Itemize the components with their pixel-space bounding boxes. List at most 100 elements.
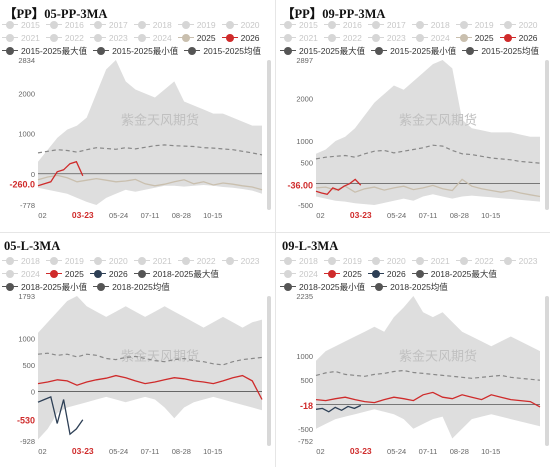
legend-item-2026[interactable]: 2026: [221, 32, 260, 43]
legend-item-2019[interactable]: 2019: [45, 256, 84, 266]
legend-label: 2021: [299, 32, 318, 43]
legend-item-2021[interactable]: 2021: [133, 256, 172, 266]
legend-marker-icon: [221, 33, 238, 42]
series-2026-line: [315, 404, 362, 413]
legend-item-2019[interactable]: 2019: [323, 256, 362, 266]
legend-item-2020[interactable]: 2020: [221, 20, 260, 30]
legend-item-2026[interactable]: 2026: [89, 269, 128, 279]
legend-label: 2021: [430, 255, 450, 266]
legend-marker-icon: [89, 256, 106, 265]
legend-label: 2026: [240, 32, 260, 43]
legend-item-2026[interactable]: 2026: [499, 33, 538, 43]
legend-item-2020[interactable]: 2020: [367, 256, 406, 266]
legend-item-2022[interactable]: 2022: [323, 33, 362, 43]
legend-item-2018[interactable]: 2018: [411, 20, 450, 30]
legend-label: 2018: [152, 19, 172, 30]
series-2026-line: [315, 178, 362, 196]
legend-item-2018-2025[interactable]: 2018-2025最大值: [411, 268, 497, 280]
legend-item-2015-2025[interactable]: 2015-2025最小值: [93, 45, 178, 57]
legend-item-2022[interactable]: 2022: [45, 33, 84, 43]
legend-label: 2016: [342, 19, 362, 30]
legend-item-2019[interactable]: 2019: [177, 20, 216, 30]
chart-plot: 紫金天风期货2897200010005000-500-36.000203-230…: [282, 56, 541, 220]
legend-label: 2018: [299, 255, 318, 266]
legend-item-2024[interactable]: 2024: [411, 33, 450, 43]
y-tick-label: 500: [300, 376, 313, 385]
legend-item-2015-2025[interactable]: 2015-2025均值: [462, 45, 539, 57]
legend-item-2018[interactable]: 2018: [133, 19, 172, 30]
legend-item-2023[interactable]: 2023: [367, 33, 406, 43]
legend-item-2020[interactable]: 2020: [499, 20, 538, 30]
y-tick-label: 500: [22, 361, 35, 370]
legend-item-2018[interactable]: 2018: [2, 256, 40, 266]
legend-label: 2015-2025均值: [203, 45, 261, 56]
legend-item-2018-2025[interactable]: 2018-2025均值: [371, 281, 448, 293]
legend-marker-icon: [133, 269, 150, 278]
legend-label: 2018-2025最大值: [430, 268, 497, 279]
legend-item-2016[interactable]: 2016: [323, 19, 362, 30]
legend-marker-icon: [323, 33, 340, 42]
legend-item-2020[interactable]: 2020: [89, 255, 128, 266]
legend-item-2022[interactable]: 2022: [177, 256, 216, 266]
legend-item-2025[interactable]: 2025: [45, 269, 84, 279]
y-tick-label: -928: [20, 437, 35, 446]
x-tick-label: 03-23: [350, 210, 372, 220]
x-tick-label: 10-15: [203, 211, 222, 220]
x-tick-label: 10-15: [481, 211, 500, 220]
scrollbar[interactable]: [545, 296, 549, 446]
legend-item-2021[interactable]: 2021: [2, 33, 40, 43]
legend-item-2025[interactable]: 2025: [455, 33, 494, 43]
legend-label: 2020: [108, 255, 128, 266]
legend-label: 2017: [386, 19, 406, 30]
range-area: [316, 296, 540, 439]
legend-item-2022[interactable]: 2022: [455, 256, 494, 266]
legend-marker-icon: [2, 256, 18, 265]
legend-label: 2019: [474, 19, 494, 30]
legend-item-2021[interactable]: 2021: [280, 33, 318, 43]
legend-item-2025[interactable]: 2025: [323, 269, 362, 279]
legend-item-2015-2025[interactable]: 2015-2025均值: [184, 45, 261, 57]
chart-panel-09-l: 09-L-3MA 2018 2019 2020 2021 2022 2023 2024 202…: [278, 236, 550, 466]
legend-item-2017[interactable]: 2017: [367, 19, 406, 30]
x-tick-label: 03-23: [350, 446, 372, 456]
legend-item-2024[interactable]: 2024: [2, 269, 40, 279]
legend-item-2018-2025[interactable]: 2018-2025最小值: [2, 281, 87, 293]
legend-row: 2024 2025 2026 2018-2025最大值: [280, 267, 548, 280]
legend-item-2025[interactable]: 2025: [177, 33, 216, 43]
legend-item-2024[interactable]: 2024: [280, 269, 318, 279]
legend-item-2015[interactable]: 2015: [280, 20, 318, 30]
legend-marker-icon: [280, 46, 296, 55]
chart-legend: 2018 2019 2020 2021 2022 2023 2024 2025 2026 2018…: [280, 254, 548, 293]
scrollbar[interactable]: [267, 60, 271, 210]
legend-item-2015-2025[interactable]: 2015-2025最大值: [280, 45, 365, 57]
legend-marker-icon: [499, 256, 516, 265]
legend-item-2017[interactable]: 2017: [89, 20, 128, 30]
legend-label: 2015-2025最大值: [299, 45, 366, 56]
legend-item-2023[interactable]: 2023: [89, 33, 128, 43]
legend-row: 2021 2022 2023 2024 2025 2026: [280, 31, 548, 44]
chart-plot: 紫金天风期货223510005000-18-500-752-180203-230…: [282, 292, 541, 456]
legend-item-2026[interactable]: 2026: [367, 269, 406, 279]
legend-marker-icon: [93, 282, 110, 291]
legend-item-2023[interactable]: 2023: [499, 256, 538, 266]
legend-item-2021[interactable]: 2021: [411, 255, 450, 266]
legend-item-2019[interactable]: 2019: [455, 19, 494, 30]
chart-title: 05-L-3MA: [4, 239, 61, 253]
scrollbar[interactable]: [267, 296, 271, 446]
x-tick-label: 08-28: [450, 447, 469, 456]
legend-item-2024[interactable]: 2024: [133, 33, 172, 43]
legend-label: 2015-2025均值: [481, 45, 539, 56]
legend-item-2015-2025[interactable]: 2015-2025最大值: [2, 45, 87, 57]
legend-item-2018[interactable]: 2018: [280, 256, 318, 266]
legend-item-2023[interactable]: 2023: [221, 256, 260, 266]
legend-item-2015[interactable]: 2015: [2, 20, 40, 30]
legend-item-2018-2025[interactable]: 2018-2025最小值: [280, 281, 365, 293]
legend-item-2015-2025[interactable]: 2015-2025最小值: [371, 45, 456, 57]
legend-item-2016[interactable]: 2016: [45, 20, 84, 30]
x-tick-label: 07-11: [419, 447, 438, 456]
legend-item-2018-2025[interactable]: 2018-2025最大值: [133, 268, 219, 280]
scrollbar[interactable]: [545, 60, 549, 210]
y-tick-label: 1000: [296, 352, 313, 361]
legend-marker-icon: [323, 269, 340, 278]
legend-item-2018-2025[interactable]: 2018-2025均值: [93, 281, 170, 293]
